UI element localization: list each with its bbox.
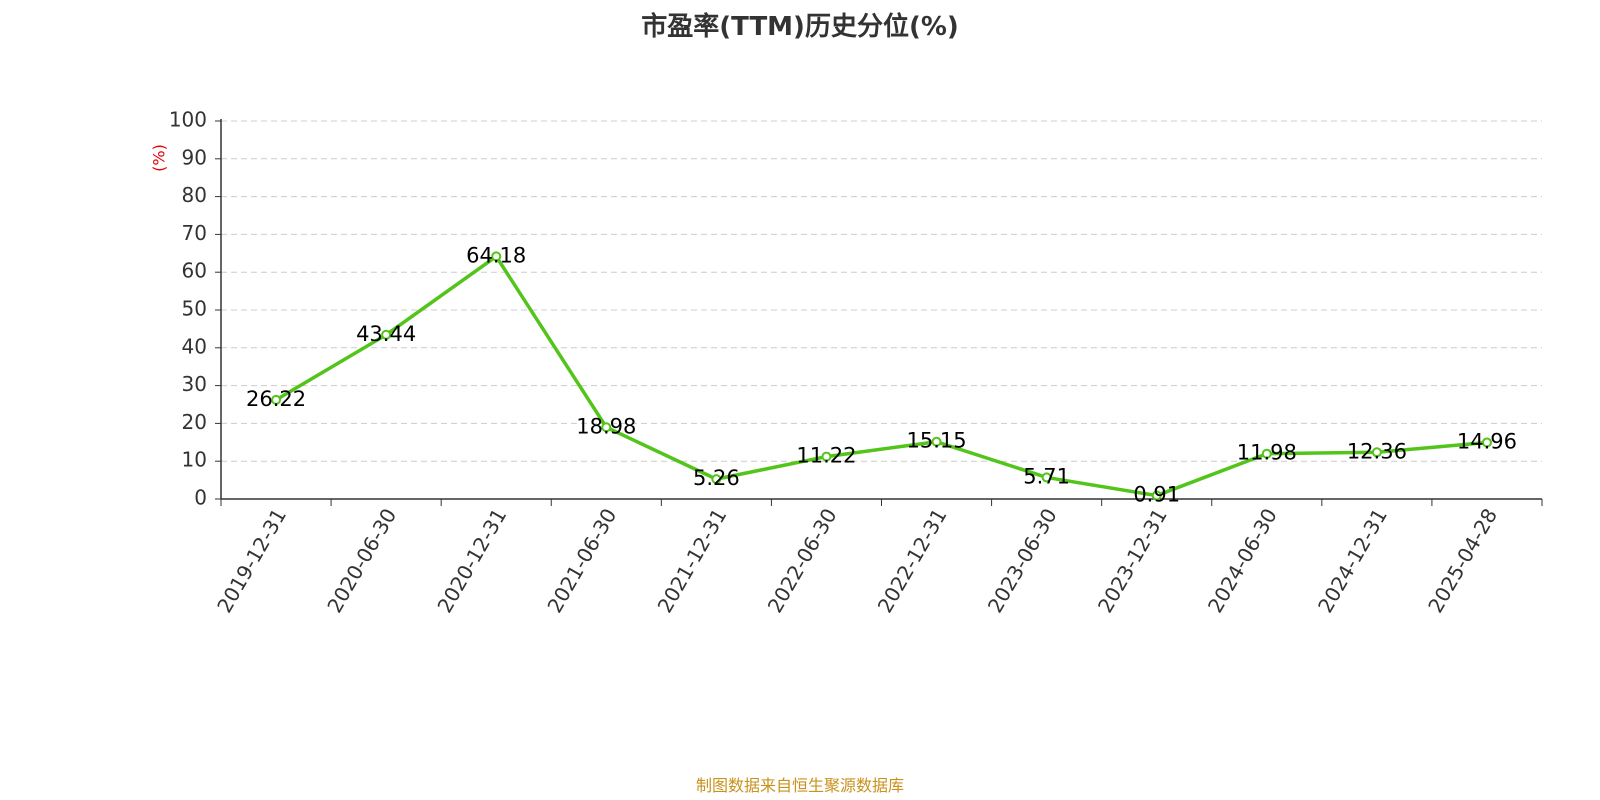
y-tick-label: 30 bbox=[182, 372, 207, 396]
chart-title: 市盈率(TTM)历史分位(%) bbox=[641, 12, 959, 42]
data-point bbox=[711, 474, 722, 485]
y-tick-label: 40 bbox=[182, 334, 207, 358]
x-tick-label: 2025-04-28 bbox=[1423, 504, 1502, 617]
data-label: 11.22 bbox=[796, 444, 856, 468]
data-label: 64.18 bbox=[466, 243, 526, 267]
data-point bbox=[1371, 447, 1382, 458]
x-tick-label: 2021-12-31 bbox=[653, 504, 732, 617]
x-tick-label: 2021-06-30 bbox=[542, 504, 621, 617]
series-line bbox=[275, 254, 1488, 498]
data-label: 43.44 bbox=[356, 322, 416, 346]
y-tick-label: 100 bbox=[169, 108, 207, 132]
axes: 0 10 20 30 40 50 60 70 80 90 100 2019-12-31 2020-06-… bbox=[169, 108, 1543, 617]
y-tick-label: 10 bbox=[182, 448, 207, 472]
x-tick-label: 2020-06-30 bbox=[322, 504, 401, 617]
data-point bbox=[381, 329, 392, 340]
x-tick-label: 2022-06-30 bbox=[763, 504, 842, 617]
data-labels: 26.22 43.44 64.18 18.98 5.26 11.22 15.15 5.71 0.… bbox=[246, 243, 1517, 506]
data-point bbox=[1151, 490, 1162, 501]
data-point bbox=[271, 394, 282, 405]
y-tick-label: 0 bbox=[194, 486, 207, 510]
data-label: 5.26 bbox=[693, 466, 740, 490]
data-label: 26.22 bbox=[246, 387, 306, 411]
x-tick-label: 2023-12-31 bbox=[1093, 504, 1172, 617]
data-label: 18.98 bbox=[576, 414, 636, 438]
data-label: 0.91 bbox=[1133, 483, 1180, 507]
data-points bbox=[271, 251, 1492, 501]
series-line-layer bbox=[275, 254, 1488, 498]
data-point bbox=[821, 451, 832, 462]
data-point bbox=[601, 422, 612, 433]
data-label: 5.71 bbox=[1023, 464, 1070, 488]
x-tick-label: 2024-12-31 bbox=[1313, 504, 1392, 617]
x-tick-label: 2020-12-31 bbox=[432, 504, 511, 617]
source-note: 制图数据来自恒生聚源数据库 bbox=[695, 776, 904, 795]
data-point bbox=[1481, 437, 1492, 448]
data-label: 11.98 bbox=[1237, 441, 1297, 465]
y-tick-label: 80 bbox=[182, 183, 207, 207]
y-tick-label: 70 bbox=[182, 221, 207, 245]
x-tick-label: 2024-06-30 bbox=[1203, 504, 1282, 617]
x-tick-label: 2019-12-31 bbox=[212, 504, 291, 617]
y-tick-label: 60 bbox=[182, 259, 207, 283]
x-tick-label: 2022-12-31 bbox=[873, 504, 952, 617]
data-label: 15.15 bbox=[906, 429, 966, 453]
data-point bbox=[1041, 472, 1052, 483]
data-label: 12.36 bbox=[1347, 439, 1407, 463]
y-tick-label: 90 bbox=[182, 145, 207, 169]
data-point bbox=[931, 436, 942, 447]
y-tick-label: 20 bbox=[182, 410, 207, 434]
data-label: 14.96 bbox=[1457, 429, 1517, 453]
data-point bbox=[1261, 448, 1272, 459]
data-point bbox=[491, 251, 502, 262]
y-tick-label: 50 bbox=[182, 297, 207, 321]
x-tick-label: 2023-06-30 bbox=[983, 504, 1062, 617]
y-axis-unit-label: (%) bbox=[150, 144, 169, 172]
grid-lines bbox=[221, 120, 1542, 462]
